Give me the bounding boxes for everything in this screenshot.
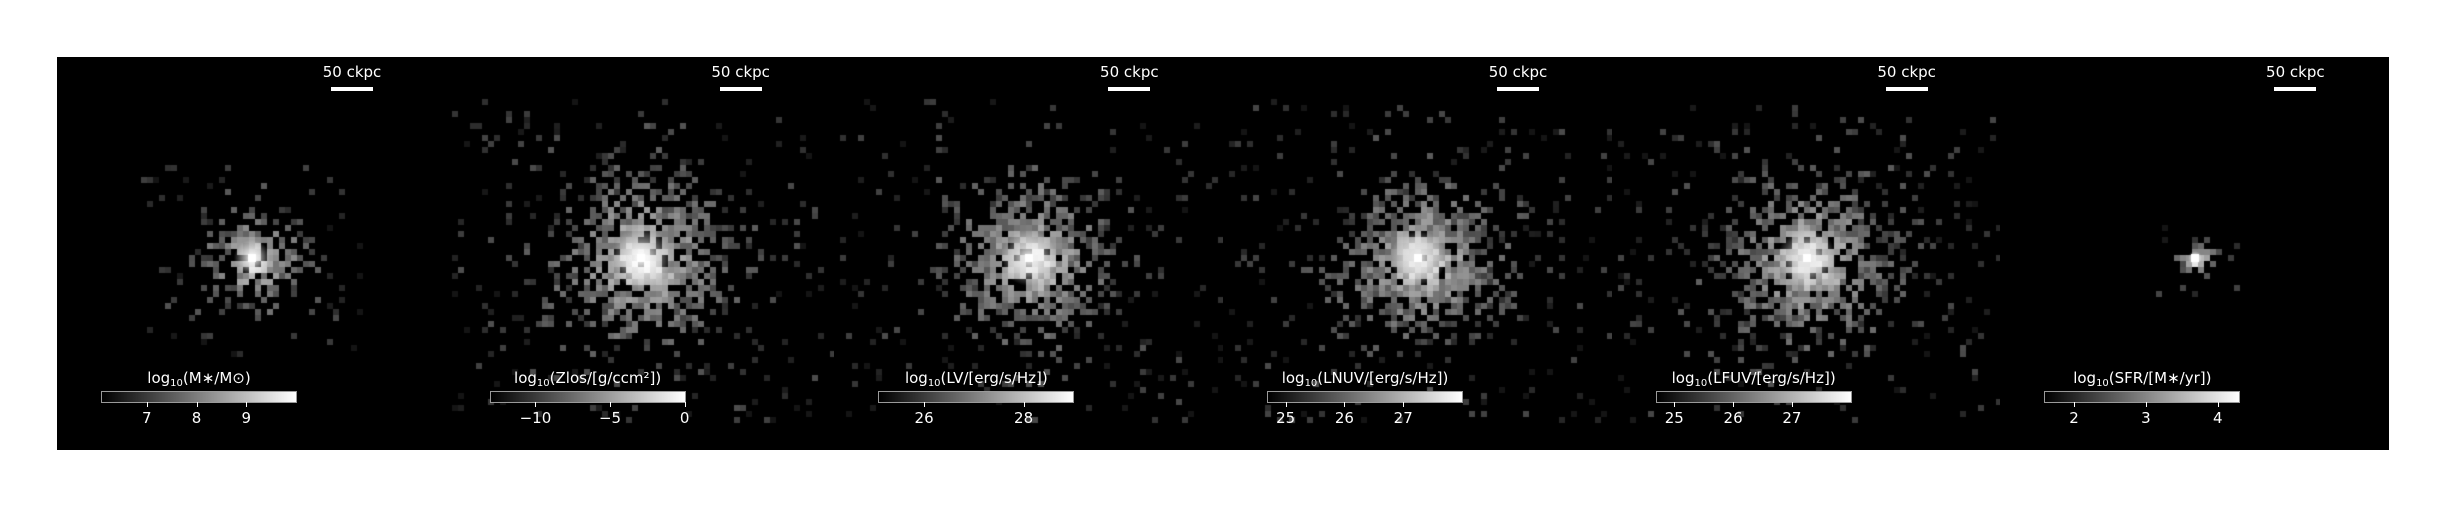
scalebar: 50 ckpc	[2255, 63, 2335, 91]
colorbar-label-log: log	[1281, 369, 1305, 387]
colorbar-label-quantity: (SFR/[M∗/yr])	[2108, 369, 2212, 387]
scalebar-line	[2274, 87, 2317, 91]
colorbar-tick-label: 7	[141, 409, 152, 427]
colorbar-label: log10(M∗/M⊙)	[101, 369, 297, 393]
colorbar-tick	[1791, 402, 1793, 407]
scalebar-line	[1497, 87, 1539, 91]
colorbar-label-base: 10	[1694, 378, 1708, 389]
image-strip: 50 ckpc log10(M∗/M⊙) 7 8 9 50 ckpc log10(Zlos/…	[57, 57, 2389, 450]
scalebar: 50 ckpc	[1867, 63, 1947, 91]
colorbar-label-base: 10	[1304, 378, 1318, 389]
colorbar-label-base: 10	[536, 378, 550, 389]
scalebar-label: 50 ckpc	[1877, 63, 1936, 81]
galaxy-map	[2000, 57, 2389, 450]
colorbar-tick	[924, 402, 926, 407]
colorbar-tick-label: 27	[1393, 409, 1413, 427]
panel-stellar-mass: 50 ckpc log10(M∗/M⊙) 7 8 9	[57, 57, 446, 450]
colorbar-label-base: 10	[927, 378, 941, 389]
colorbar-tick-label: 25	[1664, 409, 1684, 427]
scalebar-line	[1885, 87, 1928, 91]
colorbar-tick	[1285, 402, 1287, 407]
colorbar-tick	[535, 402, 537, 407]
scalebar-label: 50 ckpc	[322, 63, 382, 81]
colorbar-tick-label: 8	[191, 409, 202, 427]
colorbar-tick	[2145, 402, 2147, 407]
galaxy-map	[1223, 57, 1612, 450]
colorbar-tick-label: 26	[1334, 409, 1354, 427]
colorbar-label: log10(LNUV/[erg/s/Hz])	[1267, 369, 1463, 393]
colorbar-tick-label: 9	[241, 409, 252, 427]
colorbar-label-log: log	[904, 369, 928, 387]
colorbar-gradient	[489, 391, 686, 403]
galaxy-map	[57, 57, 446, 450]
colorbar-tick-label: 2	[2069, 409, 2079, 427]
colorbar-tick	[1023, 402, 1025, 407]
colorbar-label-quantity: (LV/[erg/s/Hz])	[940, 369, 1048, 387]
colorbar-tick-label: 25	[1276, 409, 1296, 427]
colorbar-label: log10(SFR/[M∗/yr])	[2044, 369, 2240, 393]
scalebar-label: 50 ckpc	[711, 63, 770, 81]
colorbar-gradient	[1655, 391, 1852, 403]
scalebar-label: 50 ckpc	[1100, 63, 1159, 81]
colorbar-label: log10(Zlos/[g/ccm²])	[490, 369, 686, 393]
scalebar: 50 ckpc	[312, 63, 392, 91]
galaxy-map	[834, 57, 1223, 450]
colorbar-gradient	[878, 391, 1075, 403]
panel-metallicity: 50 ckpc log10(Zlos/[g/ccm²]) −10 −5 0	[445, 57, 835, 450]
colorbar-gradient	[1267, 391, 1463, 403]
colorbar-tick-label: −10	[519, 409, 552, 427]
colorbar-tick	[146, 402, 148, 407]
galaxy-map	[445, 57, 835, 450]
colorbar-tick-label: 3	[2141, 409, 2151, 427]
scalebar-line	[719, 87, 762, 91]
scalebar: 50 ckpc	[1478, 63, 1558, 91]
colorbar-label-base: 10	[2096, 378, 2109, 389]
galaxy-map	[1611, 57, 2001, 450]
scalebar-line	[331, 87, 373, 91]
colorbar-label-log: log	[2073, 369, 2097, 387]
colorbar-tick-label: 4	[2212, 409, 2223, 427]
scalebar-line	[1108, 87, 1151, 91]
colorbar-tick	[246, 402, 248, 407]
colorbar-tick	[2074, 402, 2076, 407]
scalebar-label: 50 ckpc	[2266, 63, 2325, 81]
colorbar-tick-label: −5	[598, 409, 622, 427]
panel-v-band: 50 ckpc log10(LV/[erg/s/Hz]) 26 28	[834, 57, 1223, 450]
colorbar-tick	[2217, 402, 2219, 407]
colorbar-tick-label: 26	[914, 409, 934, 427]
colorbar-label-log: log	[1671, 369, 1695, 387]
colorbar-tick-label: 26	[1723, 409, 1743, 427]
colorbar-label-base: 10	[170, 378, 183, 389]
colorbar-tick	[196, 402, 198, 407]
colorbar-tick	[1403, 402, 1405, 407]
scalebar-label: 50 ckpc	[1488, 63, 1548, 81]
colorbar-tick	[610, 402, 612, 407]
colorbar-label-log: log	[147, 369, 171, 387]
colorbar-label-quantity: (LFUV/[erg/s/Hz])	[1707, 369, 1836, 387]
scalebar: 50 ckpc	[701, 63, 781, 91]
colorbar-label: log10(LV/[erg/s/Hz])	[878, 369, 1074, 393]
colorbar-tick-label: 27	[1782, 409, 1802, 427]
colorbar-tick	[1733, 402, 1735, 407]
colorbar-label-log: log	[514, 369, 537, 387]
panel-nuv-band: 50 ckpc log10(LNUV/[erg/s/Hz]) 25 26 27	[1223, 57, 1612, 450]
colorbar-label: log10(LFUV/[erg/s/Hz])	[1656, 369, 1852, 393]
colorbar-label-quantity: (M∗/M⊙)	[182, 369, 251, 387]
colorbar-tick	[1674, 402, 1676, 407]
colorbar-tick	[684, 402, 686, 407]
panel-sfr: 50 ckpc log10(SFR/[M∗/yr]) 2 3 4	[2000, 57, 2389, 450]
panel-fuv-band: 50 ckpc log10(LFUV/[erg/s/Hz]) 25 26 27	[1611, 57, 2001, 450]
colorbar-gradient	[101, 391, 297, 403]
colorbar-tick	[1344, 402, 1346, 407]
colorbar-tick-label: 28	[1014, 409, 1034, 427]
scalebar: 50 ckpc	[1089, 63, 1169, 91]
colorbar-gradient	[2044, 391, 2241, 403]
colorbar-label-quantity: (Zlos/[g/ccm²])	[549, 369, 662, 387]
colorbar-tick-label: 0	[679, 409, 690, 427]
colorbar-label-quantity: (LNUV/[erg/s/Hz])	[1317, 369, 1449, 387]
